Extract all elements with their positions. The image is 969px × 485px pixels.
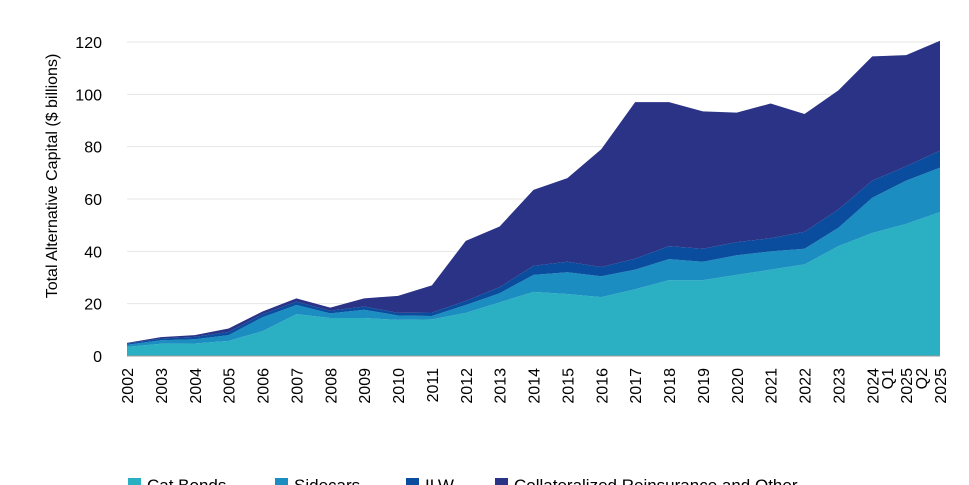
x-tick-label: 2017: [628, 368, 645, 404]
x-axis: 2002 2003 2004 2005 2006 2007 2008 2009 2010 2011…: [120, 355, 950, 404]
x-tick-label: 2016: [594, 368, 611, 404]
x-tick-label: 2004: [188, 368, 205, 404]
x-tick-label: 2006: [256, 368, 273, 404]
legend-swatch: [275, 478, 288, 485]
y-axis-label: Total Alternative Capital ($ billions): [44, 54, 61, 299]
x-tick-label: 2012: [459, 368, 476, 404]
x-tick-label: 2019: [696, 368, 713, 404]
y-axis: 0 20 40 60 80 100 120: [75, 35, 102, 366]
area-series-cat-bonds: [127, 212, 940, 356]
x-tick-label: 2025Q1: [880, 368, 916, 404]
x-tick-label: 2011: [425, 368, 442, 403]
x-tick-label: 2018: [662, 368, 679, 404]
legend-item: Cat Bonds: [128, 476, 226, 485]
area-series: [127, 40, 940, 356]
x-tick-label: 2009: [357, 368, 374, 404]
legend-swatch: [406, 478, 419, 485]
x-tick-label: 2002: [120, 368, 137, 404]
x-tick-label: 2022: [798, 368, 815, 404]
legend-item: Collateralized Reinsurance and Other: [495, 476, 798, 485]
legend-label: Cat Bonds: [147, 476, 226, 485]
x-tick-label: 2014: [527, 368, 544, 404]
x-tick-label: 2005: [222, 368, 239, 404]
legend-item: ILW: [406, 476, 454, 485]
legend-label: Sidecars: [294, 476, 360, 485]
area-series-collateralized-reinsurance-and-other: [127, 40, 940, 344]
area-series-ilw: [127, 150, 940, 345]
y-tick-label: 60: [84, 192, 102, 209]
legend-swatch: [495, 478, 508, 485]
x-tick-label: 2024: [865, 368, 882, 404]
legend-label: ILW: [425, 476, 454, 485]
x-tick-label: 2015: [560, 368, 577, 404]
y-tick-label: 40: [84, 244, 102, 261]
x-tick-label: 2003: [154, 368, 171, 404]
legend-swatch: [128, 478, 141, 485]
area-series-sidecars: [127, 167, 940, 347]
x-tick-label: 2025Q2: [914, 368, 950, 404]
y-tick-label: 0: [93, 349, 102, 366]
y-tick-label: 20: [84, 297, 102, 314]
x-tick-label: 2007: [289, 368, 306, 404]
legend-label: Collateralized Reinsurance and Other: [514, 476, 798, 485]
x-tick-label: 2010: [391, 368, 408, 404]
legend: Cat Bonds Sidecars ILW Collateralized Reins…: [128, 476, 798, 485]
legend-item: Sidecars: [275, 476, 360, 485]
y-tick-label: 80: [84, 140, 102, 157]
x-tick-label: 2023: [831, 368, 848, 404]
x-tick-label: 2020: [730, 368, 747, 404]
y-tick-label: 100: [75, 87, 102, 104]
y-tick-label: 120: [75, 35, 102, 52]
x-tick-label: 2008: [323, 368, 340, 404]
x-tick-label: 2013: [493, 368, 510, 404]
x-tick-label: 2021: [764, 368, 781, 404]
